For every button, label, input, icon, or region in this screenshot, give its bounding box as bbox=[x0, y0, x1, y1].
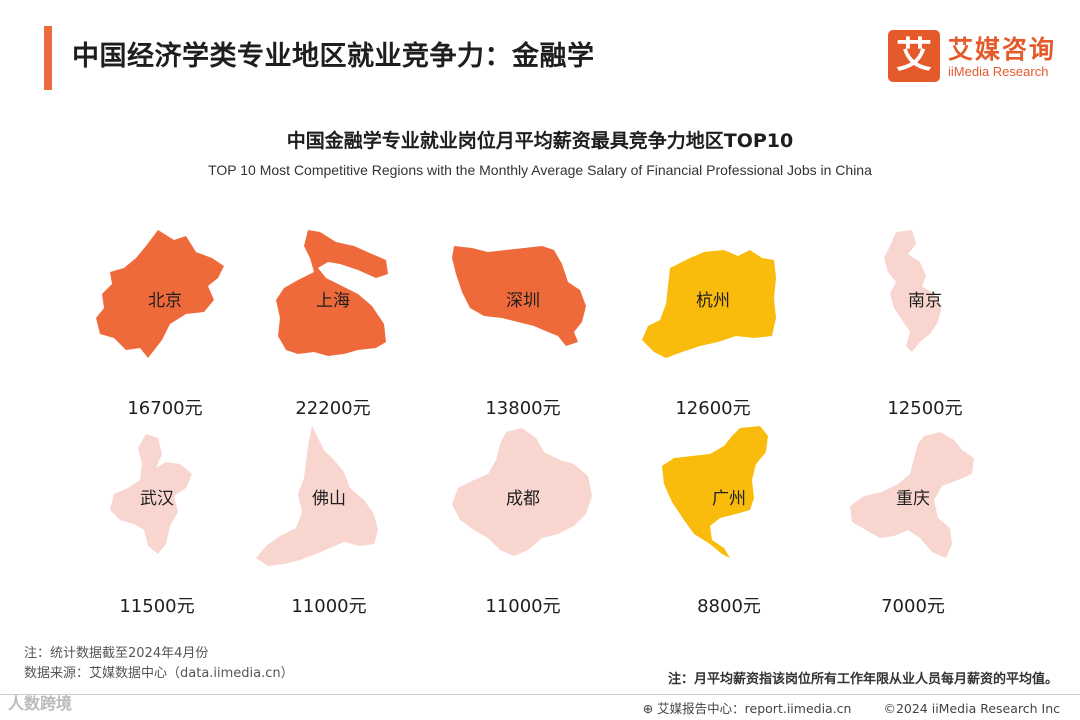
logo-name-cn: 艾媒咨询 bbox=[948, 35, 1057, 64]
region-salary: 11000元 bbox=[291, 596, 367, 617]
region-salary: 7000元 bbox=[881, 596, 945, 617]
map-shape-guangzhou bbox=[662, 426, 768, 558]
region-name: 杭州 bbox=[696, 291, 730, 311]
region-name: 北京 bbox=[148, 291, 182, 311]
region-card-beijing: 北京 16700元 bbox=[90, 228, 240, 438]
footer-report-center[interactable]: ⊕ 艾媒报告中心：report.iimedia.cn bbox=[642, 701, 852, 716]
region-salary: 16700元 bbox=[127, 398, 203, 419]
region-salary: 8800元 bbox=[697, 596, 761, 617]
map-shape-shanghai bbox=[276, 230, 388, 356]
region-card-chengdu: 成都 11000元 bbox=[448, 426, 598, 636]
map-shape-shenzhen bbox=[452, 246, 586, 346]
region-salary: 22200元 bbox=[295, 398, 371, 419]
footer: ⊕ 艾媒报告中心：report.iimedia.cn ©2024 iiMedia… bbox=[643, 698, 1060, 717]
page-title: 中国经济学类专业地区就业竞争力：金融学 bbox=[72, 41, 595, 72]
note-stat-date: 注：统计数据截至2024年4月份 bbox=[24, 646, 209, 661]
region-card-shenzhen: 深圳 13800元 bbox=[448, 228, 598, 438]
region-name: 广州 bbox=[712, 489, 746, 509]
region-card-shanghai: 上海 22200元 bbox=[258, 228, 408, 438]
note-source: 数据来源：艾媒数据中心（data.iimedia.cn） bbox=[24, 666, 294, 681]
region-salary: 13800元 bbox=[485, 398, 561, 419]
map-shape-chengdu bbox=[452, 428, 592, 556]
watermark: 人数跨境 bbox=[8, 694, 73, 713]
region-card-nanjing: 南京 12500元 bbox=[850, 228, 1000, 438]
region-name: 南京 bbox=[908, 291, 942, 311]
region-name: 佛山 bbox=[312, 489, 346, 509]
region-name: 成都 bbox=[506, 489, 540, 509]
title-accent-bar bbox=[44, 26, 52, 90]
region-name: 重庆 bbox=[896, 489, 930, 509]
map-shape-foshan bbox=[256, 426, 378, 566]
footer-divider bbox=[0, 694, 1080, 695]
note-definition: 注：月平均薪资指该岗位所有工作年限从业人员每月薪资的平均值。 bbox=[667, 672, 1058, 687]
region-name: 上海 bbox=[316, 291, 350, 311]
footer-copyright: ©2024 iiMedia Research Inc bbox=[883, 701, 1060, 716]
region-salary: 12600元 bbox=[675, 398, 751, 419]
logo-name-en: iiMedia Research bbox=[948, 64, 1049, 79]
chart-subtitle: TOP 10 Most Competitive Regions with the… bbox=[208, 162, 872, 178]
region-card-hangzhou: 杭州 12600元 bbox=[638, 228, 788, 438]
map-shape-hangzhou bbox=[642, 250, 776, 358]
region-card-chongqing: 重庆 7000元 bbox=[838, 426, 988, 636]
region-name: 武汉 bbox=[140, 489, 174, 509]
region-card-wuhan: 武汉 11500元 bbox=[82, 426, 232, 636]
map-shape-wuhan bbox=[110, 434, 192, 554]
region-name: 深圳 bbox=[506, 291, 540, 311]
map-shape-chongqing bbox=[850, 432, 974, 558]
map-shape-beijing bbox=[96, 230, 224, 358]
logo-mark: 艾 bbox=[888, 30, 940, 82]
region-card-guangzhou: 广州 8800元 bbox=[654, 426, 804, 636]
region-salary: 12500元 bbox=[887, 398, 963, 419]
region-card-foshan: 佛山 11000元 bbox=[254, 426, 404, 636]
region-salary: 11500元 bbox=[119, 596, 195, 617]
map-shape-nanjing bbox=[884, 230, 942, 352]
chart-title: 中国金融学专业就业岗位月平均薪资最具竞争力地区TOP10 bbox=[286, 130, 794, 152]
iimedia-logo: 艾 艾媒咨询 iiMedia Research bbox=[888, 30, 1068, 84]
region-salary: 11000元 bbox=[485, 596, 561, 617]
